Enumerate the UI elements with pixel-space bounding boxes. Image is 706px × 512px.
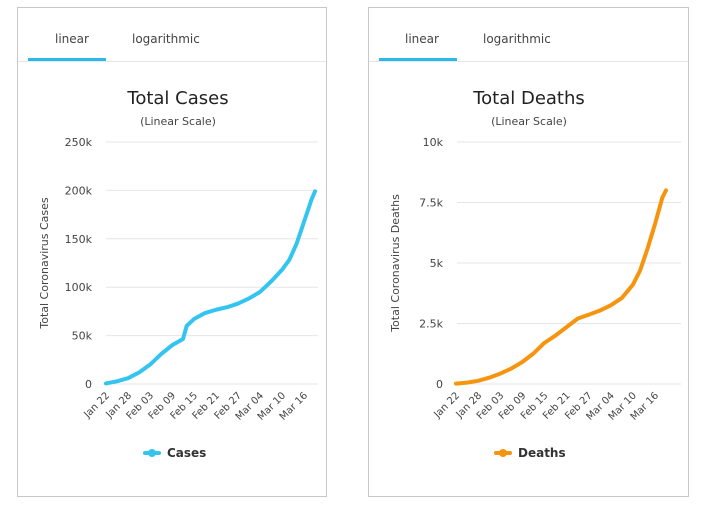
data-point [632,283,634,286]
y-tick-label: 10k [423,136,444,149]
deaths-chart-panel: linear logarithmic Total Deaths (Linear S… [368,7,689,497]
data-point [576,317,579,320]
tab-divider [18,61,326,62]
y-tick-label: 50k [72,330,93,343]
data-point [587,313,590,316]
data-point [532,352,535,355]
data-point [543,342,546,344]
scale-tabs: linear logarithmic [18,8,326,62]
chart-title: Total Deaths [472,88,585,109]
chart-subtitle: (Linear Scale) [491,115,567,128]
data-point [127,377,129,379]
chart-title: Total Cases [126,88,228,109]
y-axis-label: Total Coronavirus Cases [38,197,51,330]
cases-chart: Total Cases (Linear Scale) 0 50k 100k 150k 200… [38,88,318,460]
data-point [215,308,217,311]
data-point [237,302,239,305]
data-point [477,380,479,382]
data-point [259,291,261,293]
data-point [510,367,513,370]
tab-linear[interactable]: linear [55,32,89,46]
y-tick-label: 0 [436,378,443,391]
y-tick-label: 2.5k [419,318,443,331]
cases-chart-panel: linear logarithmic Total Cases (Linear Sc… [17,7,327,497]
y-tick-label: 0 [85,378,92,391]
tab-divider [369,61,688,62]
tab-linear[interactable]: linear [405,32,439,46]
y-tick-label: 200k [65,184,93,197]
data-point [661,196,664,199]
data-point [281,268,283,271]
y-tick-label: 250k [65,136,93,149]
tab-logarithmic[interactable]: logarithmic [132,32,200,46]
legend-marker [148,449,156,457]
y-tick-label: 150k [65,233,93,246]
data-point [105,382,107,385]
data-point [160,353,162,355]
active-tab-indicator [28,58,106,61]
tab-logarithmic[interactable]: logarithmic [483,32,551,46]
data-point [171,344,173,347]
data-point [554,334,557,337]
data-point [455,382,457,385]
data-point [248,297,250,300]
data-point [303,221,305,223]
data-point [639,269,642,272]
data-point [609,304,612,307]
data-point [204,312,206,314]
y-tick-label: 100k [65,281,93,294]
data-point [598,309,601,312]
legend-label: Deaths [518,446,566,460]
data-point [665,189,667,192]
data-point [310,199,313,201]
data-point [466,381,468,384]
data-point [193,318,195,320]
legend-label: Cases [167,446,206,460]
data-point [295,242,298,245]
series-line [454,188,668,386]
active-tab-indicator [379,58,457,61]
data-point [521,361,524,363]
data-point [182,338,184,340]
data-point [565,326,568,328]
data-point [149,363,151,366]
data-point [116,380,118,383]
y-axis-label: Total Coronavirus Deaths [389,194,402,333]
data-point [646,247,649,250]
scale-tabs: linear logarithmic [369,8,688,62]
y-tick-label: 5k [430,257,444,270]
data-point [138,371,140,374]
legend-marker [499,449,507,457]
data-point [654,223,656,226]
data-point [288,259,291,261]
chart-subtitle: (Linear Scale) [140,115,216,128]
y-tick-label: 7.5k [419,197,443,210]
data-point [226,306,228,309]
data-point [270,280,272,283]
data-point [314,190,316,193]
deaths-chart: Total Deaths (Linear Scale) 0 2.5k 5k 7.5k 10k… [389,88,681,460]
data-point [499,372,502,375]
data-point [488,376,490,379]
data-point [620,297,623,299]
data-point [185,325,188,327]
